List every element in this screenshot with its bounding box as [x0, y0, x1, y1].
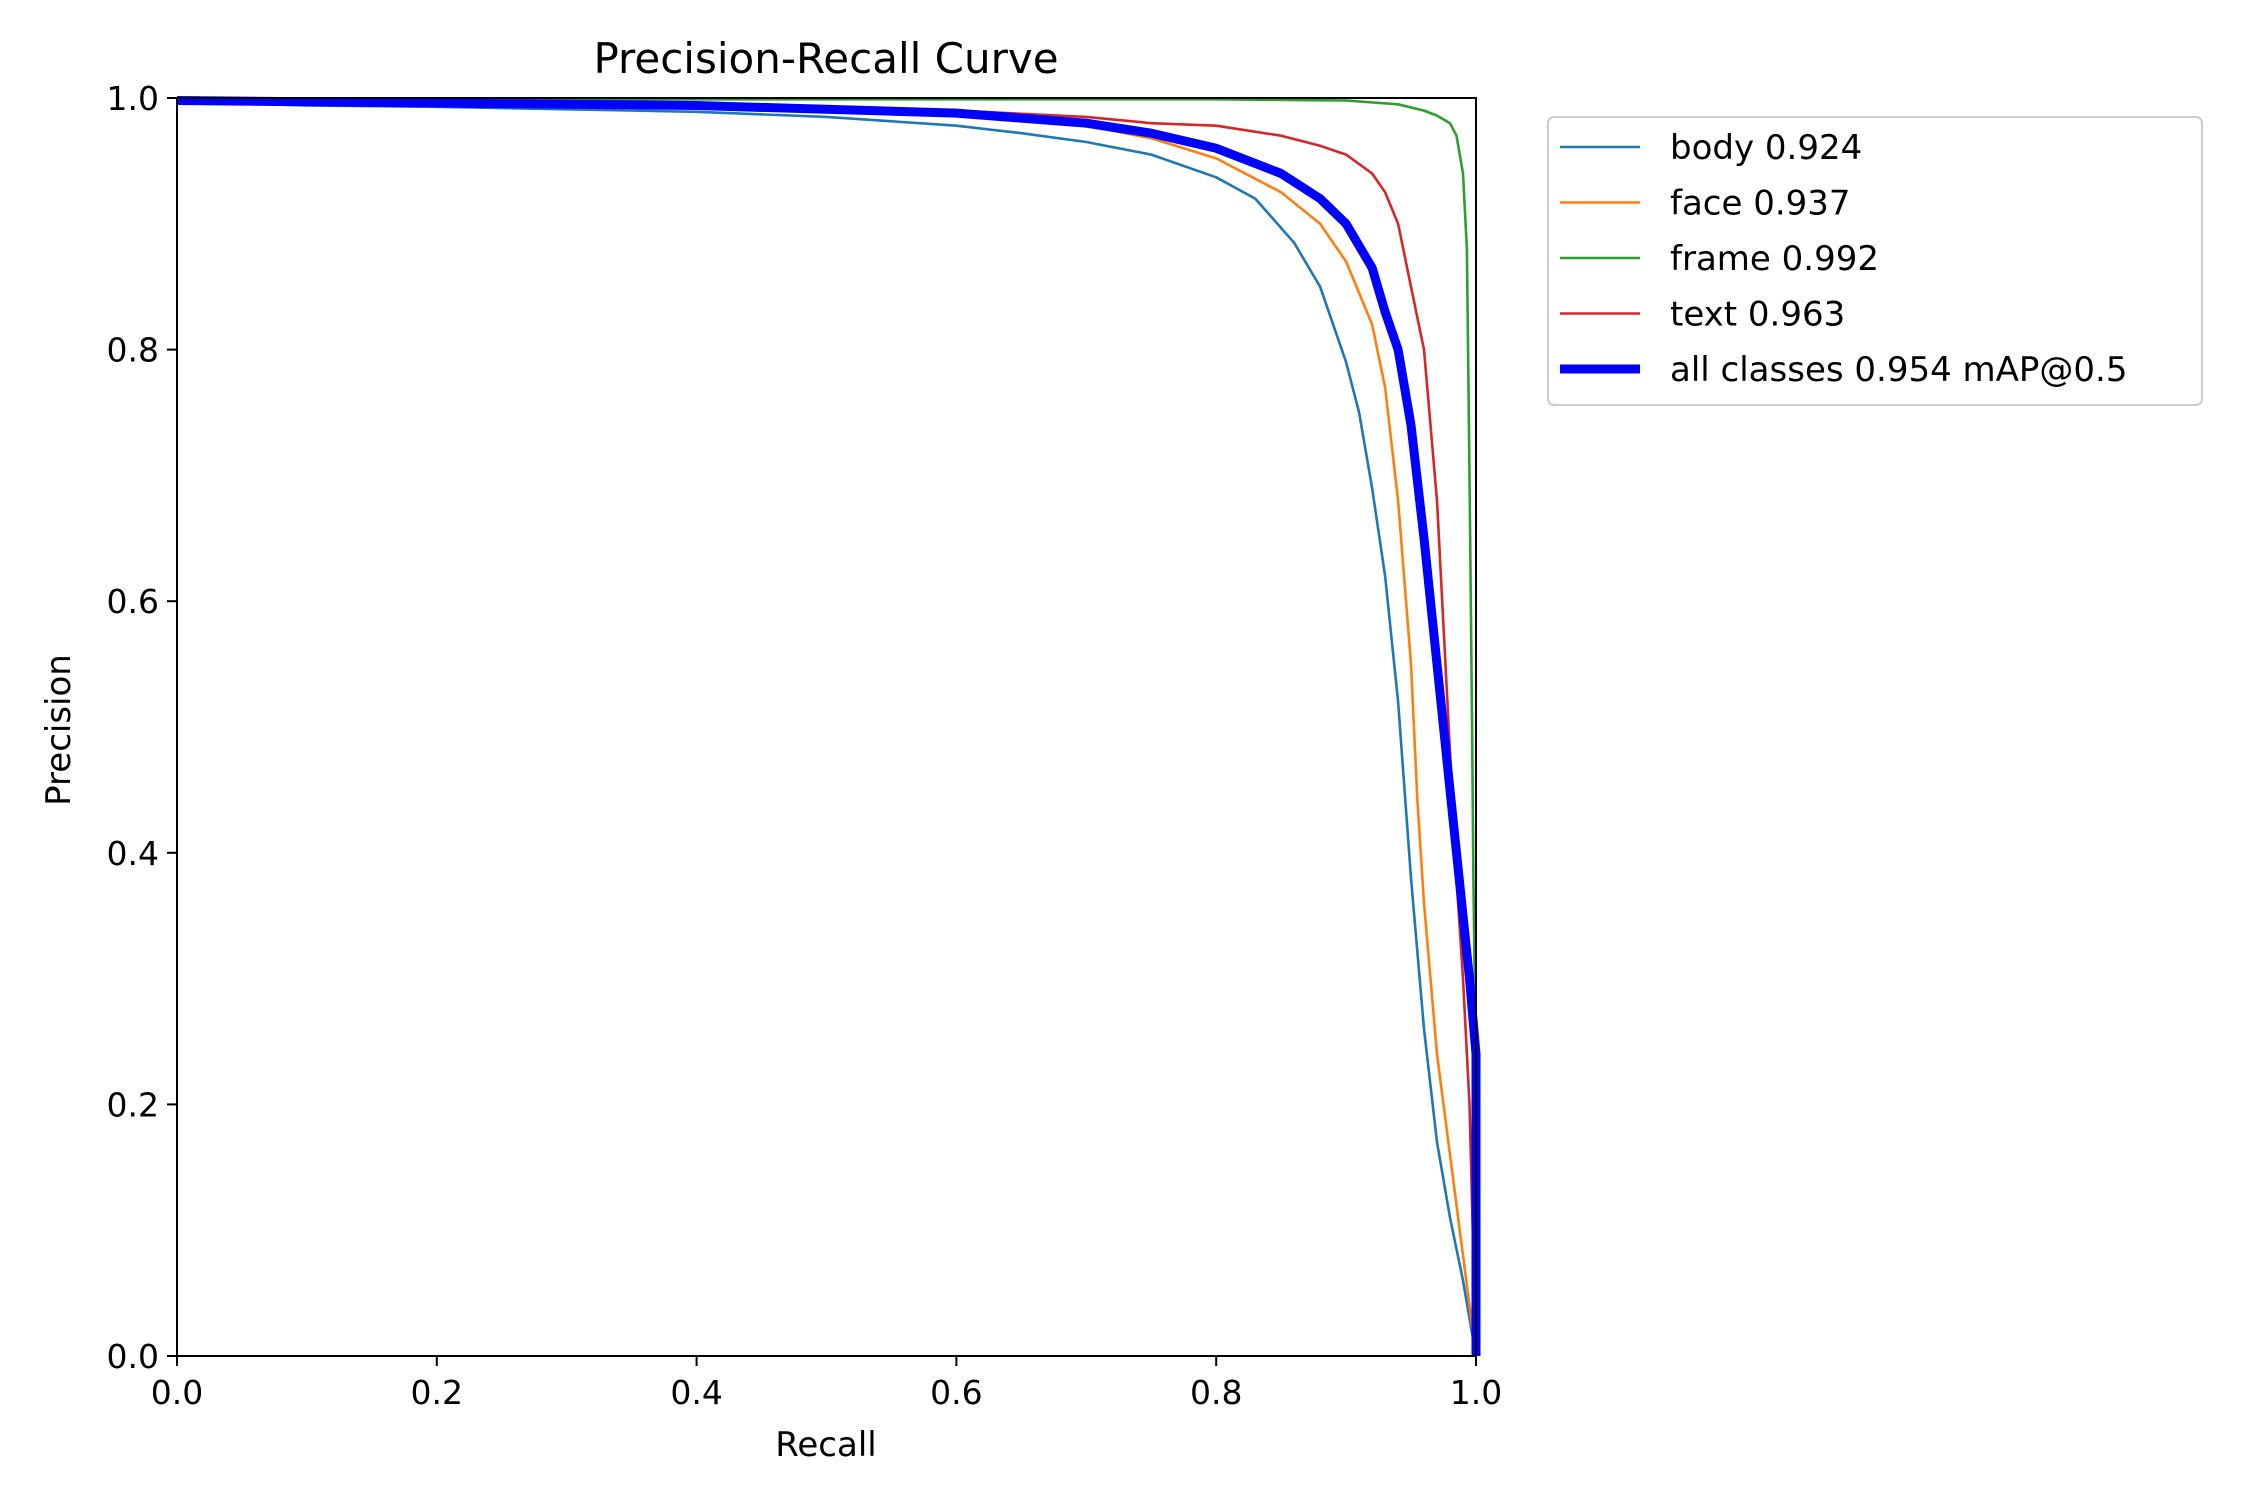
legend-label-0: body 0.924 [1670, 128, 1862, 168]
legend-label-4: all classes 0.954 mAP@0.5 [1670, 350, 2127, 390]
legend: body 0.924 face 0.937 frame 0.992 text 0.96… [1547, 116, 2203, 406]
y-tick-label-0: 0.0 [107, 1337, 159, 1376]
x-tick-label-5: 1.0 [1450, 1373, 1502, 1412]
y-tick-label-3: 0.6 [107, 582, 159, 621]
y-tick-label-4: 0.8 [107, 331, 159, 370]
chart-title: Precision-Recall Curve [593, 34, 1058, 83]
series-line-1 [176, 99, 1478, 1357]
series-line-0 [176, 100, 1478, 1357]
legend-label-1: face 0.937 [1670, 184, 1851, 224]
legend-label-3: text 0.963 [1670, 295, 1845, 335]
y-tick-label-5: 1.0 [107, 79, 159, 118]
x-tick-label-3: 0.6 [930, 1373, 982, 1412]
plot-area [176, 96, 1481, 1357]
x-tick-label-4: 0.8 [1190, 1373, 1242, 1412]
x-tick-label-1: 0.2 [411, 1373, 463, 1412]
legend-label-2: frame 0.992 [1670, 239, 1879, 279]
series-line-2 [177, 98, 1478, 1356]
x-tick-label-2: 0.4 [670, 1373, 722, 1412]
legend-box [1547, 116, 2203, 406]
plot-frame [176, 97, 1477, 1357]
x-tick-label-0: 0.0 [151, 1373, 203, 1412]
y-axis-label: Precision [39, 654, 79, 806]
x-axis-ticks: 0.0 0.2 0.4 0.6 0.8 1.0 [151, 1356, 1502, 1412]
y-tick-label-2: 0.4 [107, 834, 159, 873]
x-axis-label: Recall [775, 1425, 876, 1465]
y-tick-label-1: 0.2 [107, 1085, 159, 1124]
y-axis-ticks: 0.0 0.2 0.4 0.6 0.8 1.0 [107, 79, 177, 1376]
series-line-3 [176, 99, 1478, 1357]
series-line-4 [176, 96, 1481, 1356]
